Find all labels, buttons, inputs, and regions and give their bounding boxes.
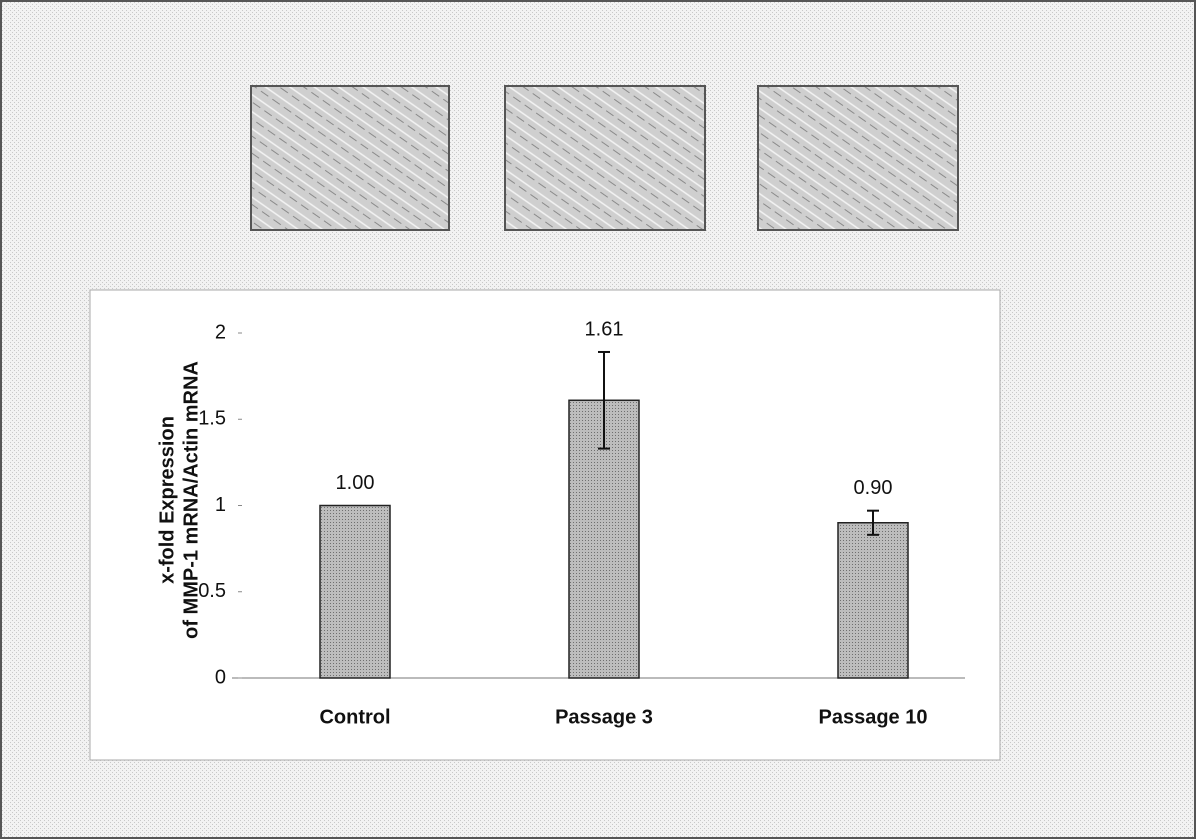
error-bar (867, 509, 879, 536)
x-tick-label: Control (319, 706, 390, 728)
y-axis-label: x-fold Expression (156, 416, 178, 584)
y-tick-label: 0 (215, 666, 226, 688)
bar (837, 522, 909, 679)
bar (319, 504, 391, 679)
value-label: 0.90 (854, 477, 893, 499)
y-axis-label: of MMP-1 mRNA/Actin mRNA (180, 361, 202, 639)
value-label: 1.61 (585, 318, 624, 340)
y-tick-label: 0.5 (198, 580, 226, 602)
value-label: 1.00 (336, 472, 375, 494)
error-bar (598, 350, 610, 450)
y-tick-label: 1 (215, 494, 226, 516)
y-tick-label: 1.5 (198, 408, 226, 430)
micrograph (250, 85, 450, 231)
micrograph (757, 85, 959, 231)
x-tick-label: Passage 10 (819, 706, 928, 728)
y-tick-label: 2 (215, 321, 226, 343)
micrograph (504, 85, 706, 231)
x-tick-label: Passage 3 (555, 706, 653, 728)
